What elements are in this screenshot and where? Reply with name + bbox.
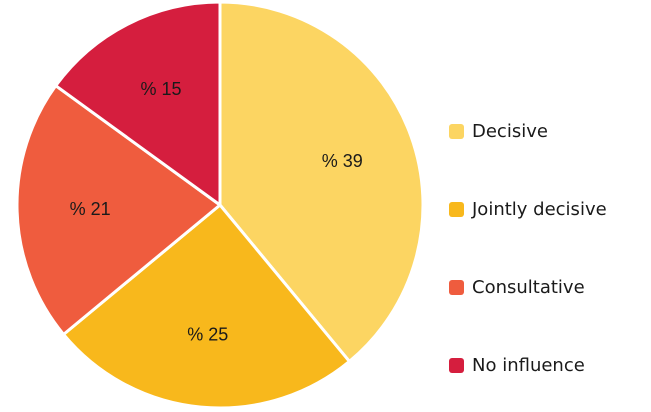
legend-swatch-decisive xyxy=(449,123,464,139)
legend-item-consultative: Consultative xyxy=(449,274,649,300)
legend: Decisive Jointly decisive Consultative N… xyxy=(449,118,649,378)
legend-label-jointly-decisive: Jointly decisive xyxy=(472,198,607,220)
slice-label-decisive: % 39 xyxy=(322,151,363,171)
legend-item-no-influence: No influence xyxy=(449,352,649,378)
legend-label-no-influence: No influence xyxy=(472,354,585,376)
legend-swatch-consultative xyxy=(449,279,464,295)
slice-label-no-influence: % 15 xyxy=(140,79,181,99)
pie-slice-no-influence xyxy=(54,0,222,207)
legend-swatch-no-influence xyxy=(449,357,464,373)
legend-item-jointly-decisive: Jointly decisive xyxy=(449,196,649,222)
legend-swatch-jointly-decisive xyxy=(449,201,464,217)
legend-label-decisive: Decisive xyxy=(472,120,548,142)
pie-slice-decisive xyxy=(218,0,425,363)
legend-item-decisive: Decisive xyxy=(449,118,649,144)
pie-slice-jointly-decisive xyxy=(62,203,351,410)
slice-label-jointly-decisive: % 25 xyxy=(187,324,228,344)
legend-label-consultative: Consultative xyxy=(472,276,585,298)
slice-label-consultative: % 21 xyxy=(70,199,111,219)
pie-slice-consultative xyxy=(15,84,222,336)
